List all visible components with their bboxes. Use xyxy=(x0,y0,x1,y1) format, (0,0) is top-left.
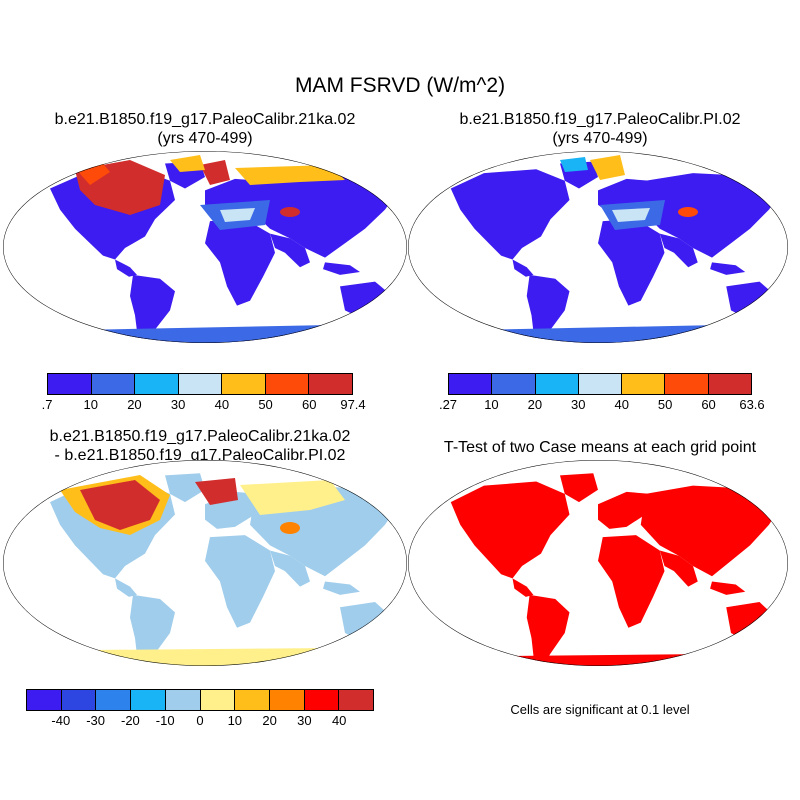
case1-swatch-3 xyxy=(178,374,223,394)
diff-label-3: -10 xyxy=(155,713,175,728)
map-panel-2 xyxy=(408,151,788,343)
case2-swatch-3 xyxy=(578,374,623,394)
panel-3-title-line1: b.e21.B1850.f19_g17.PaleoCalibr.21ka.02 xyxy=(49,428,351,445)
diff-swatch-3 xyxy=(131,690,166,710)
diff-label-2: -20 xyxy=(120,713,140,728)
diff-swatch-2 xyxy=(96,690,132,710)
map-panel-1 xyxy=(3,151,407,343)
case1-label-7: 97.4 xyxy=(340,397,366,412)
case2-label-7: 63.6 xyxy=(739,397,765,412)
colorbar-diff-labels: -40 -30 -20 -10 0 10 20 30 40 xyxy=(26,713,374,729)
case2-swatch-5 xyxy=(665,374,709,394)
panel-1-title-line1: b.e21.B1850.f19_g17.PaleoCalibr.21ka.02 xyxy=(54,111,356,128)
case1-label-4: 40 xyxy=(214,397,230,412)
diff-swatch-1 xyxy=(61,690,97,710)
case2-label-0: .27 xyxy=(438,397,458,412)
diff-swatch-4 xyxy=(165,690,201,710)
case1-label-1: 10 xyxy=(83,397,98,412)
case2-label-5: 50 xyxy=(657,397,673,412)
diff-label-1: -30 xyxy=(86,713,105,728)
diff-swatch-6 xyxy=(235,690,270,710)
map-panel-4 xyxy=(408,460,788,666)
panel-1-title: b.e21.B1850.f19_g17.PaleoCalibr.21ka.02 … xyxy=(0,110,410,148)
case2-swatch-4 xyxy=(622,374,666,394)
case1-swatch-4 xyxy=(222,374,266,394)
case1-swatch-6 xyxy=(309,374,353,394)
map-panel-3 xyxy=(3,460,407,666)
panel-3-title-line2: - b.e21.B1850.f19_g17.PaleoCalibr.PI.02 xyxy=(54,447,346,464)
diff-swatch-9 xyxy=(339,690,374,710)
case1-swatch-0 xyxy=(48,374,92,394)
diff-label-0: -40 xyxy=(51,713,71,728)
diff-swatch-8 xyxy=(304,690,340,710)
significance-note: Cells are significant at 0.1 level xyxy=(510,702,690,717)
case2-swatch-0 xyxy=(449,374,493,394)
panel-1-title-line2: (yrs 470-499) xyxy=(157,130,253,147)
case1-label-2: 20 xyxy=(127,397,142,412)
case2-label-3: 30 xyxy=(571,397,586,412)
panel-3-title: b.e21.B1850.f19_g17.PaleoCalibr.21ka.02 … xyxy=(0,427,400,465)
figure-title: MAM FSRVD (W/m^2) xyxy=(294,74,506,97)
diff-label-8: 40 xyxy=(331,713,347,728)
colorbar-case1 xyxy=(47,373,353,395)
diff-swatch-7 xyxy=(269,690,305,710)
case1-swatch-2 xyxy=(135,374,179,394)
case2-label-4: 40 xyxy=(614,397,629,412)
case1-label-0: .7 xyxy=(41,397,53,412)
case1-label-5: 50 xyxy=(258,397,273,412)
case1-label-6: 60 xyxy=(302,397,317,412)
case2-swatch-1 xyxy=(492,374,536,394)
diff-label-5: 10 xyxy=(227,713,243,728)
diff-swatch-5 xyxy=(200,690,236,710)
case1-swatch-1 xyxy=(91,374,136,394)
case2-label-6: 60 xyxy=(701,397,716,412)
case1-label-3: 30 xyxy=(170,397,186,412)
diff-label-6: 20 xyxy=(262,713,277,728)
case1-swatch-5 xyxy=(265,374,310,394)
case2-swatch-6 xyxy=(708,374,751,394)
diff-label-7: 30 xyxy=(297,713,312,728)
panel-2-title-line2: (yrs 470-499) xyxy=(552,130,648,147)
panel-2-title: b.e21.B1850.f19_g17.PaleoCalibr.PI.02 (y… xyxy=(400,110,800,148)
panel-4-title: T-Test of two Case means at each grid po… xyxy=(443,439,757,456)
panel-2-title-line1: b.e21.B1850.f19_g17.PaleoCalibr.PI.02 xyxy=(459,111,741,128)
case2-swatch-2 xyxy=(535,374,579,394)
case2-label-2: 20 xyxy=(527,397,543,412)
colorbar-diff xyxy=(26,689,374,711)
colorbar-case1-labels: .7 10 20 30 40 50 60 97.4 xyxy=(42,397,366,413)
colorbar-case2 xyxy=(448,373,752,395)
diff-label-4: 0 xyxy=(196,713,204,728)
diff-swatch-0 xyxy=(27,690,62,710)
colorbar-case2-labels: .27 10 20 30 40 50 60 63.6 xyxy=(439,397,765,413)
case2-label-1: 10 xyxy=(484,397,499,412)
